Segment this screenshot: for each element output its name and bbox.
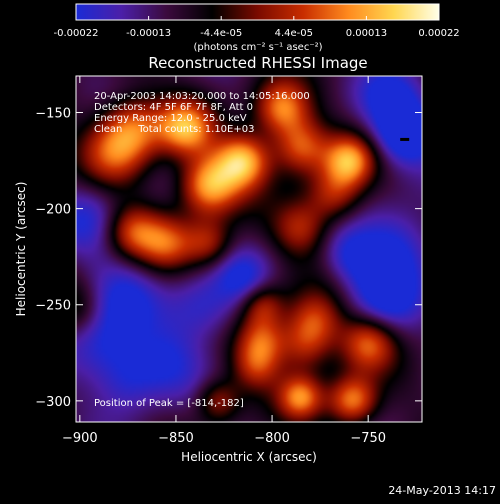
annotation-time-range: 20-Apr-2003 14:03:20.000 to 14:05:16.000 [94,91,310,102]
x-axis-title: Heliocentric X (arcsec) [181,450,317,464]
y-tick-labels: −150 −200 −250 −300 [35,107,71,410]
x-tick-label: −900 [62,431,98,446]
colorbar-tick-label: -4.4e-05 [200,28,242,39]
colorbar-tick-labels: -0.00022 -0.00013 -4.4e-05 4.4e-05 0.00013 0.… [54,28,460,39]
y-axis-title: Heliocentric Y (arcsec) [14,182,28,317]
colorbar-ticks [75,16,440,20]
x-tick-label: −750 [350,431,386,446]
colorbar-tick-label: -0.00013 [126,28,171,39]
colorbar-tick-label: 4.4e-05 [275,28,313,39]
colorbar-tick-label: -0.00022 [54,28,99,39]
y-tick-label: −250 [35,299,71,314]
y-axis-ticks [76,112,422,402]
colorbar-tick-label: 0.00022 [418,28,459,39]
annotation-detectors: Detectors: 4F 5F 6F 7F 8F, Att 0 [94,102,253,113]
y-tick-label: −150 [35,107,71,122]
x-tick-labels: −900 −850 −800 −750 [62,431,386,446]
peak-marker [400,137,410,141]
annotation-energy-range: Energy Range: 12.0 - 25.0 keV [94,113,247,124]
x-axis-ticks [79,76,369,422]
info-annotations: 20-Apr-2003 14:03:20.000 to 14:05:16.000… [94,91,310,135]
colorbar-tick-label: 0.00013 [346,28,387,39]
heatmap-image [76,76,422,422]
plot-frame [75,75,423,423]
chart-title: Reconstructed RHESSI Image [148,54,367,72]
x-tick-label: −800 [254,431,290,446]
x-tick-label: −850 [158,431,194,446]
peak-position-label: Position of Peak = [-814,-182] [94,398,244,409]
annotation-clean-counts: Clean Total counts: 1.10E+03 [94,124,254,135]
colorbar: -0.00022 -0.00013 -4.4e-05 4.4e-05 0.00013 0.… [54,3,460,53]
colorbar-border [75,3,440,21]
footer-date: 24-May-2013 14:17 [388,484,496,497]
plot-area: −900 −850 −800 −750 −150 −200 −250 −300 20-Apr… [35,75,423,446]
y-tick-label: −200 [35,203,71,218]
y-tick-label: −300 [35,395,71,410]
colorbar-fill [76,4,439,20]
colorbar-units: (photons cm⁻² s⁻¹ asec⁻²) [193,42,322,53]
